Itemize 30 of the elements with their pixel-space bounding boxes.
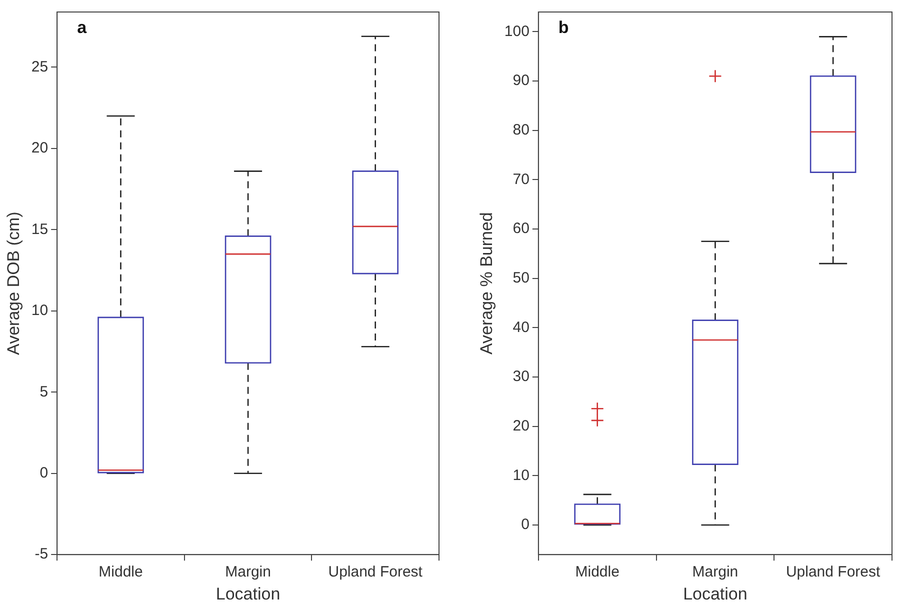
y-tick-label: 70: [512, 170, 530, 188]
y-tick-label: 10: [512, 466, 530, 484]
x-axis-title: Location: [683, 584, 748, 604]
x-axis-title: Location: [216, 584, 280, 604]
y-axis-title: Average DOB (cm): [4, 212, 23, 355]
y-tick-label: 80: [512, 122, 530, 139]
y-tick-label: 10: [31, 302, 48, 320]
y-tick-label: 0: [521, 516, 530, 534]
y-tick-label: 20: [31, 140, 48, 157]
x-tick-label: Middle: [98, 564, 143, 581]
y-tick-label: 0: [40, 464, 48, 482]
annotation: a: [77, 18, 88, 38]
x-tick-label: Upland Forest: [786, 564, 882, 581]
y-tick-label: 5: [40, 383, 48, 400]
x-tick-label: Margin: [692, 564, 738, 581]
x-tick-label: Margin: [225, 564, 271, 581]
y-axis-title: Average % Burned: [476, 212, 496, 355]
y-tick-label: 20: [512, 417, 530, 434]
y-tick-label: 15: [31, 220, 48, 238]
y-tick-label: 60: [512, 220, 530, 238]
y-tick-label: 50: [512, 270, 530, 287]
y-tick-label: 40: [512, 318, 530, 336]
y-tick-label: 90: [512, 72, 530, 90]
x-tick-label: Upland Forest: [328, 564, 424, 581]
y-tick-label: 25: [31, 58, 48, 76]
x-tick-label: Middle: [575, 564, 620, 581]
y-tick-label: 100: [504, 22, 530, 40]
y-tick-label: 30: [512, 368, 530, 386]
y-tick-label: -5: [34, 546, 48, 563]
annotation: b: [558, 18, 569, 38]
